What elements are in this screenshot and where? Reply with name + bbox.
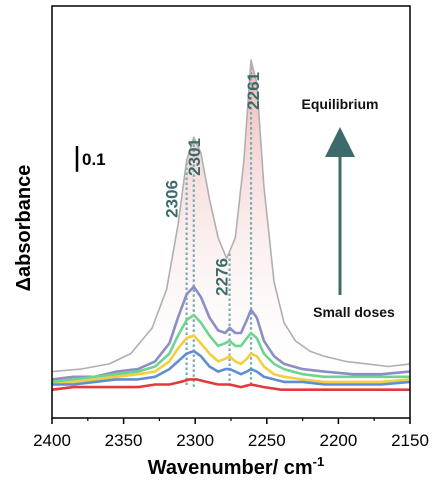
x-tick-label: 2150 <box>391 431 429 450</box>
x-axis-title: Wavenumber/ cm-1 <box>148 454 324 479</box>
scale-bar: 0.1 <box>75 146 106 172</box>
series-group <box>51 59 411 391</box>
peak-label-2276: 2276 <box>213 258 232 296</box>
x-tick-label: 2250 <box>248 431 286 450</box>
x-axis: 2400 2350 2300 2250 2200 2150 <box>33 418 429 450</box>
series-line-4 <box>51 334 411 386</box>
equilibrium-area-fill <box>52 60 410 385</box>
series-line-6 <box>51 378 410 391</box>
series-line-3 <box>51 313 410 384</box>
peak-label-2306: 2306 <box>163 180 182 218</box>
annotation-small-doses: Small doses <box>313 304 395 320</box>
x-tick-label: 2400 <box>33 431 71 450</box>
peak-label-2301: 2301 <box>185 138 204 176</box>
scale-bar-label: 0.1 <box>82 150 106 169</box>
x-tick-label: 2300 <box>176 431 214 450</box>
peak-label-2261: 2261 <box>244 72 263 110</box>
x-tick-label: 2200 <box>319 431 357 450</box>
annotation-equilibrium: Equilibrium <box>302 96 379 112</box>
y-axis-title: Δabsorbance <box>13 165 35 292</box>
x-tick-label: 2350 <box>105 431 143 450</box>
series-line-2 <box>51 285 411 381</box>
series-line-5 <box>52 349 411 386</box>
equilibrium-fill <box>52 60 410 385</box>
series-line-1 <box>51 59 411 373</box>
